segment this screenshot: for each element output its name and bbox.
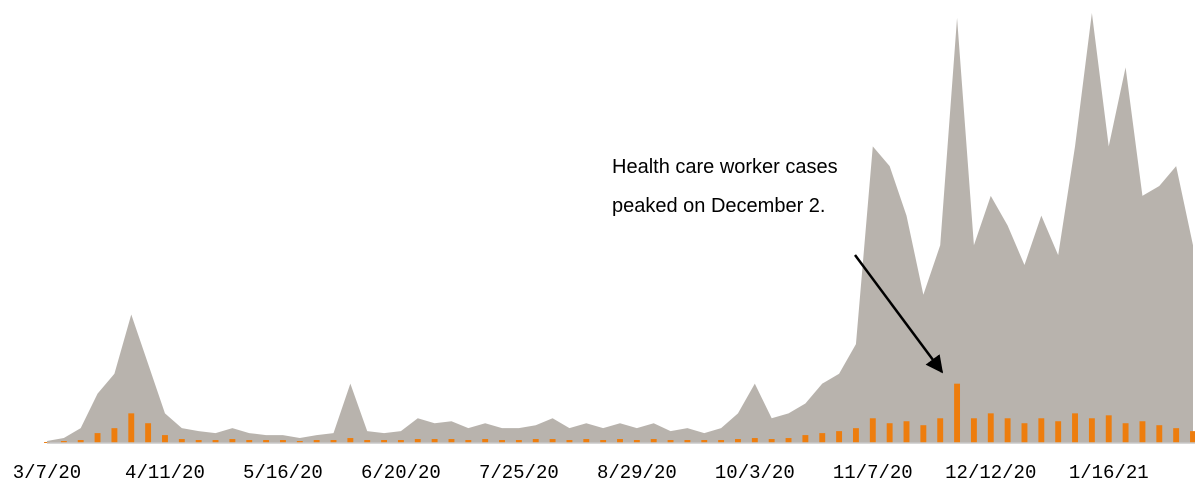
bar bbox=[1088, 418, 1095, 443]
bar bbox=[886, 423, 893, 443]
bar bbox=[364, 440, 371, 443]
bar bbox=[735, 439, 741, 443]
bar bbox=[566, 440, 573, 443]
bar bbox=[920, 425, 927, 443]
bar bbox=[701, 440, 708, 443]
bar bbox=[1004, 418, 1011, 443]
bar bbox=[111, 428, 118, 443]
bar bbox=[684, 440, 691, 443]
bar bbox=[448, 439, 455, 443]
bar bbox=[381, 440, 388, 443]
bar bbox=[178, 439, 185, 443]
x-tick-label: 12/12/20 bbox=[945, 462, 1036, 484]
bar bbox=[802, 435, 809, 443]
bar bbox=[482, 439, 489, 443]
bar bbox=[431, 439, 438, 443]
bar bbox=[296, 441, 303, 443]
annotation-line: peaked on December 2. bbox=[612, 195, 825, 217]
bar bbox=[1190, 431, 1195, 443]
bar bbox=[532, 439, 539, 443]
area bbox=[47, 12, 1193, 444]
bar bbox=[970, 418, 977, 443]
annotation-arrow bbox=[853, 254, 944, 374]
bar bbox=[330, 440, 337, 443]
bar bbox=[162, 435, 168, 443]
bar bbox=[954, 383, 961, 443]
bar bbox=[1055, 421, 1062, 443]
bar bbox=[1122, 423, 1129, 443]
bar bbox=[347, 438, 354, 443]
bar bbox=[768, 439, 775, 443]
bar bbox=[1173, 428, 1180, 443]
bar bbox=[650, 439, 657, 443]
bar bbox=[937, 418, 944, 443]
bar bbox=[60, 441, 67, 443]
bar bbox=[836, 431, 843, 443]
bar bbox=[1139, 421, 1146, 443]
bar bbox=[465, 440, 472, 443]
bar bbox=[617, 439, 623, 443]
bar bbox=[313, 440, 320, 443]
bar bbox=[414, 439, 421, 443]
x-tick-label: 10/3/20 bbox=[715, 462, 795, 484]
bar bbox=[852, 428, 859, 443]
bar bbox=[212, 440, 219, 443]
bar bbox=[987, 413, 994, 443]
bar bbox=[77, 440, 84, 443]
x-tick-label: 8/29/20 bbox=[597, 462, 677, 484]
bar bbox=[549, 439, 556, 443]
bar bbox=[1072, 413, 1078, 443]
bar bbox=[903, 421, 910, 443]
x-tick-label: 7/25/20 bbox=[479, 462, 559, 484]
bar bbox=[600, 440, 607, 443]
x-tick-label: 1/16/21 bbox=[1069, 462, 1149, 484]
bar bbox=[667, 440, 674, 443]
bar bbox=[751, 438, 758, 443]
bar bbox=[246, 440, 253, 443]
bar bbox=[515, 440, 522, 443]
x-tick-label: 3/7/20 bbox=[13, 462, 81, 484]
bar bbox=[499, 440, 505, 443]
bar bbox=[94, 433, 101, 443]
bar bbox=[397, 440, 404, 443]
bar bbox=[785, 438, 792, 443]
bar bbox=[195, 440, 202, 443]
bar bbox=[145, 423, 152, 443]
plot bbox=[44, 12, 1195, 444]
bar bbox=[263, 440, 270, 443]
bar bbox=[1105, 415, 1112, 443]
bar bbox=[869, 418, 876, 443]
annotation-line: Health care worker cases bbox=[612, 156, 838, 178]
bar bbox=[819, 433, 826, 443]
bar bbox=[718, 440, 725, 443]
x-tick-label: 4/11/20 bbox=[125, 462, 205, 484]
bar bbox=[633, 440, 640, 443]
bar bbox=[1156, 425, 1163, 443]
bar bbox=[1038, 418, 1045, 443]
bar bbox=[279, 440, 286, 443]
x-tick-label: 6/20/20 bbox=[361, 462, 441, 484]
x-tick-label: 11/7/20 bbox=[833, 462, 913, 484]
bar bbox=[1021, 423, 1028, 443]
bar bbox=[229, 439, 236, 443]
x-tick-label: 5/16/20 bbox=[243, 462, 323, 484]
bar bbox=[583, 439, 590, 443]
bar bbox=[128, 413, 135, 443]
